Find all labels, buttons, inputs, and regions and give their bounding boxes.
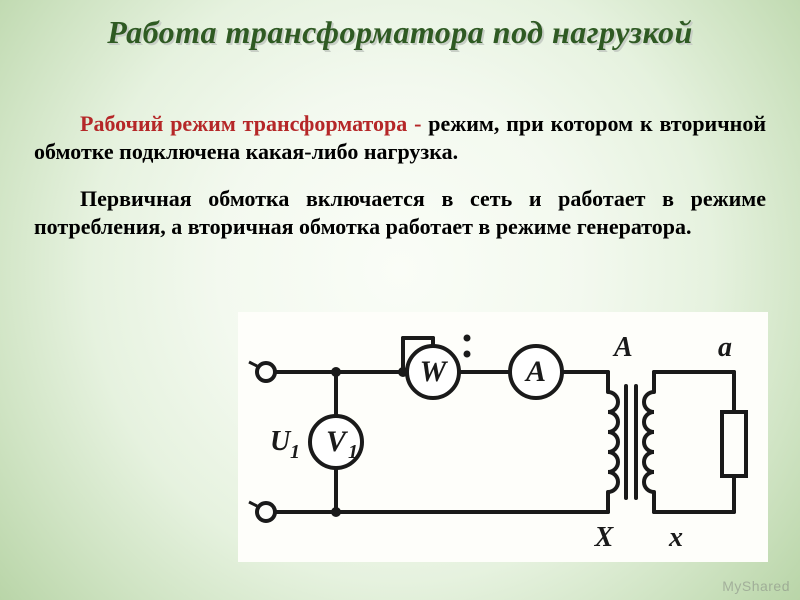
svg-text:1: 1: [290, 441, 300, 463]
circuit-svg: WAV1U1AaXx: [238, 312, 768, 562]
slide: Работа трансформатора под нагрузкой Рабо…: [0, 0, 800, 600]
highlight-term: Рабочий режим трансформатора -: [80, 111, 428, 136]
svg-text:A: A: [612, 332, 633, 363]
body-text: Рабочий режим трансформатора - режим, пр…: [34, 110, 766, 260]
page-title: Работа трансформатора под нагрузкой: [0, 14, 800, 51]
watermark: MyShared: [722, 578, 790, 594]
svg-text:x: x: [668, 522, 683, 553]
svg-text:A: A: [524, 355, 546, 388]
svg-text:U: U: [270, 426, 292, 457]
svg-text:W: W: [420, 355, 449, 388]
paragraph-1: Рабочий режим трансформатора - режим, пр…: [34, 110, 766, 165]
svg-text:V: V: [326, 425, 349, 458]
svg-text:a: a: [718, 332, 732, 363]
svg-text:X: X: [594, 522, 615, 553]
circuit-diagram: WAV1U1AaXx: [238, 312, 768, 562]
paragraph-2: Первичная обмотка включается в сеть и ра…: [34, 185, 766, 240]
svg-text:1: 1: [348, 441, 358, 463]
